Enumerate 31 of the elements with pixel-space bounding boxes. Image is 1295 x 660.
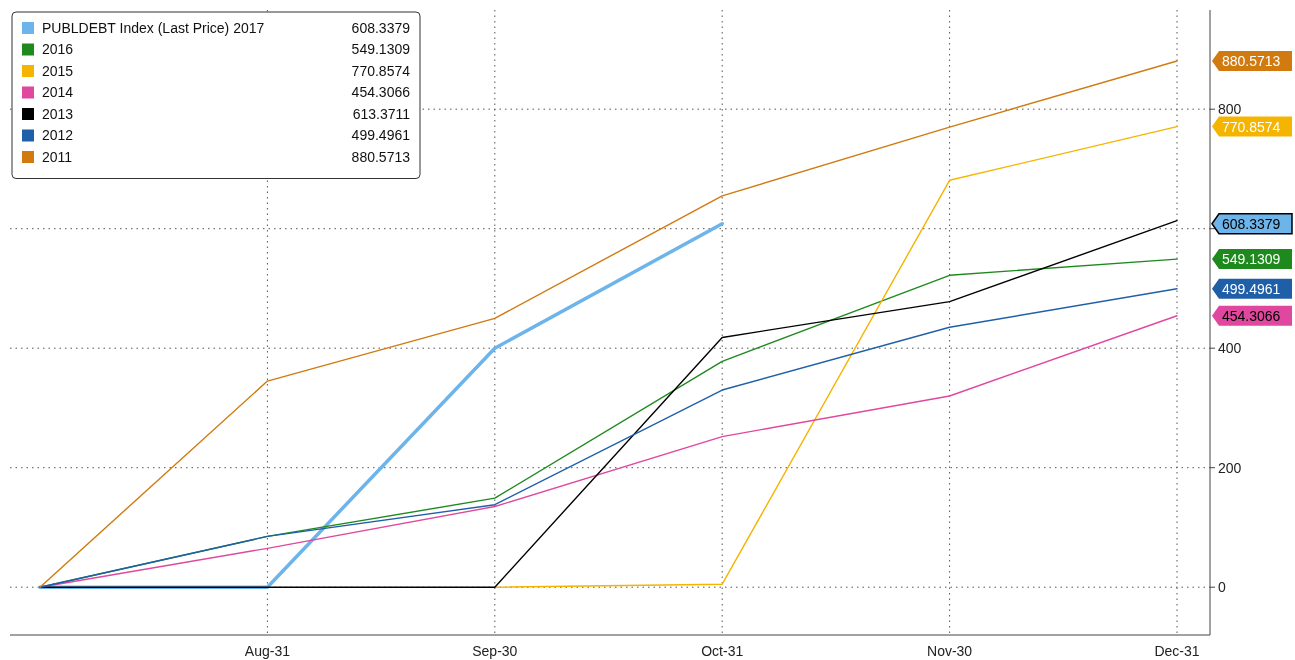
legend-label: PUBLDEBT Index (Last Price) 2017 [42,19,265,36]
text: 499.4961 [1222,280,1281,297]
legend-label: 2013 [42,105,74,122]
legend-label: 2014 [42,84,74,101]
annotation: 549.1309 [351,41,411,58]
legend-label: 2016 [42,41,74,58]
y-tick-label: 200 [1218,459,1242,476]
line-series [494,125,1178,588]
annotation: 454.3066 [351,84,411,101]
x-tick-label: Oct-31 [701,643,744,659]
y-tick-label: 0 [1218,579,1226,596]
annotation: 499.4961 [351,127,411,144]
x-tick-label: Dec-31 [1154,643,1200,659]
legend-label: 2015 [42,62,74,79]
text: 454.3066 [1222,307,1281,324]
text: 608.3379 [1222,215,1281,232]
annotation: 770.8574 [351,62,411,79]
text: 880.5713 [1222,52,1281,69]
annotation: 608.3379 [351,19,411,36]
legend-label: 2012 [42,127,74,144]
y-tick-label: 800 [1218,101,1242,118]
x-tick-label: Sep-30 [472,643,518,659]
text: 770.8574 [1222,118,1281,135]
legend-label: 2011 [42,148,73,165]
annotation: 880.5713 [351,148,411,165]
x-tick-label: Aug-31 [244,643,291,659]
y-tick-label: 400 [1218,340,1242,357]
text: 549.1309 [1222,250,1281,267]
x-tick-label: Nov-30 [927,643,973,659]
annotation: 613.3711 [352,105,411,122]
line-series [39,60,1178,588]
